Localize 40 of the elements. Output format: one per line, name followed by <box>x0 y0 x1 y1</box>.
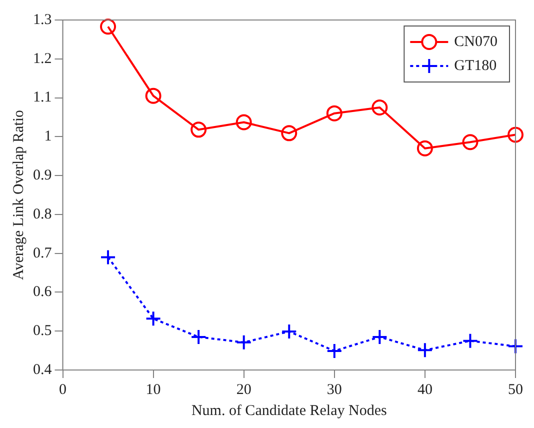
point <box>100 18 116 35</box>
point <box>508 126 524 143</box>
point <box>281 125 298 142</box>
y-tick-label: 0.5 <box>33 323 52 340</box>
point <box>145 310 162 327</box>
point <box>462 332 478 349</box>
legend-label: CN070 <box>454 34 498 50</box>
y-tick-label: 1.3 <box>33 12 52 28</box>
point <box>416 342 433 358</box>
point <box>462 134 478 150</box>
x-tick-label: 50 <box>508 382 523 398</box>
point <box>326 105 342 122</box>
x-tick-label: 10 <box>146 382 161 398</box>
y-tick-label: 1.2 <box>33 50 52 67</box>
point <box>236 114 252 130</box>
x-tick-label: 30 <box>326 382 342 398</box>
point <box>100 249 116 266</box>
legend-label: GT180 <box>454 58 497 74</box>
y-tick-label: 0.8 <box>33 206 52 222</box>
y-tick-label: 0.9 <box>33 167 52 184</box>
y-axis-title: Average Link Overlap Ratio <box>10 110 27 280</box>
x-tick-label: 40 <box>417 382 432 398</box>
point <box>372 100 388 116</box>
point <box>236 334 252 350</box>
point <box>326 342 342 359</box>
point <box>281 324 298 340</box>
x-axis-title: Num. of Candidate Relay Nodes <box>191 402 387 419</box>
y-tick-label: 1.1 <box>33 90 52 106</box>
y-tick-label: 0.7 <box>33 245 52 262</box>
point <box>372 328 388 345</box>
y-tick-label: 1 <box>44 128 52 145</box>
point <box>190 122 207 138</box>
point <box>190 328 207 345</box>
point <box>145 88 162 104</box>
y-tick-label: 0.4 <box>33 362 52 378</box>
x-tick-label: 20 <box>236 382 252 398</box>
point <box>508 338 524 354</box>
x-tick-label: 0 <box>59 382 66 398</box>
point <box>416 140 433 156</box>
y-tick-label: 0.6 <box>33 284 52 300</box>
